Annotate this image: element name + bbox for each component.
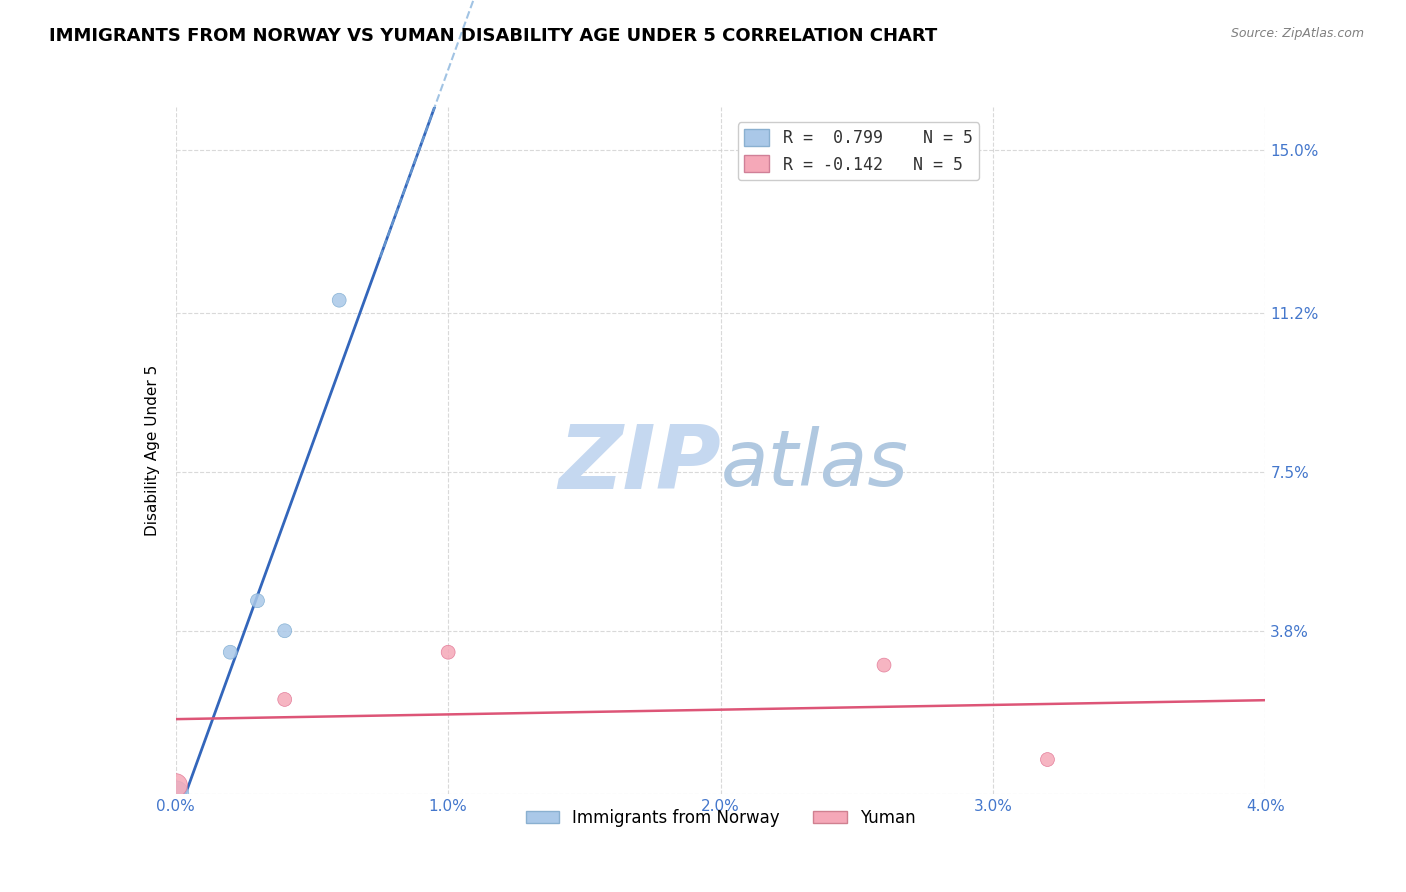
Y-axis label: Disability Age Under 5: Disability Age Under 5	[145, 365, 160, 536]
Point	[165, 787, 187, 801]
Point	[165, 778, 187, 792]
Point	[219, 645, 242, 659]
Text: Source: ZipAtlas.com: Source: ZipAtlas.com	[1230, 27, 1364, 40]
Point	[437, 645, 460, 659]
Point	[274, 624, 297, 638]
Point	[1036, 753, 1059, 767]
Text: atlas: atlas	[721, 426, 908, 502]
Legend: Immigrants from Norway, Yuman: Immigrants from Norway, Yuman	[519, 802, 922, 834]
Point	[873, 658, 896, 673]
Text: ZIP: ZIP	[558, 421, 721, 508]
Point	[328, 293, 350, 308]
Text: IMMIGRANTS FROM NORWAY VS YUMAN DISABILITY AGE UNDER 5 CORRELATION CHART: IMMIGRANTS FROM NORWAY VS YUMAN DISABILI…	[49, 27, 938, 45]
Point	[274, 692, 297, 706]
Point	[246, 593, 269, 607]
